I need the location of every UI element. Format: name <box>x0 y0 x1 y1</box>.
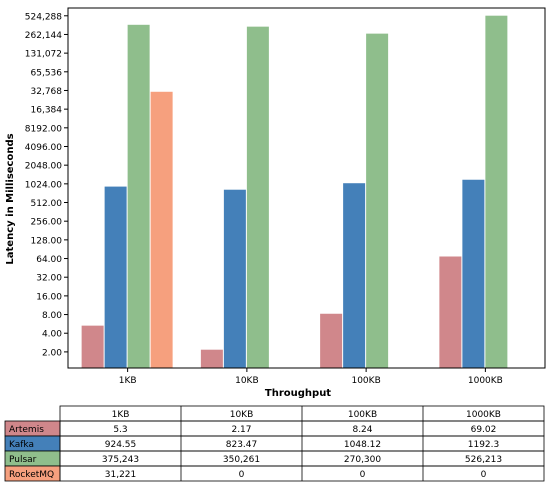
axes: 2.00 4.00 8.00 16.00 32.00 64.00 128.00 256.00 5… <box>25 7 546 386</box>
table-row-label: RocketMQ <box>9 470 54 480</box>
bar-pulsar-1kb <box>127 24 150 369</box>
plot-frame <box>67 7 546 369</box>
bar-kafka-1kb <box>104 186 127 368</box>
y-tick-label: 4.00 <box>42 330 62 340</box>
y-tick-label: 65,536 <box>31 68 63 78</box>
bar-kafka-10kb <box>223 189 246 368</box>
table-cell: 8.24 <box>352 425 372 435</box>
y-tick-label: 4096.00 <box>25 143 62 153</box>
table-row-label: Artemis <box>9 425 44 435</box>
bar-pulsar-10kb <box>246 26 269 368</box>
table-cell: 924.55 <box>105 440 137 450</box>
bar-artemis-100kb <box>320 313 343 368</box>
bar-kafka-100kb <box>343 183 366 368</box>
bar-pulsar-1000kb <box>485 15 508 369</box>
y-tick-label: 64.00 <box>36 255 62 265</box>
table-cell: 270,300 <box>344 455 381 465</box>
plot-area <box>81 15 508 369</box>
y-tick-label: 16,384 <box>31 106 63 116</box>
y-tick-label: 128.00 <box>31 236 63 246</box>
y-tick-label: 512.00 <box>31 199 63 209</box>
table-header-cell: 1000KB <box>466 410 501 420</box>
bar-artemis-1kb <box>81 325 104 368</box>
y-axis-label: Latency in Milliseconds <box>5 133 16 264</box>
x-tick-label: 10KB <box>235 376 259 386</box>
x-tick-label: 1KB <box>119 376 137 386</box>
y-tick-label: 262,144 <box>25 31 62 41</box>
table-cell: 350,261 <box>223 455 260 465</box>
bar-rocketmq-1kb <box>150 91 173 368</box>
table-cell: 375,243 <box>102 455 139 465</box>
table-cell: 0 <box>481 470 487 480</box>
x-tick-label: 1000KB <box>468 376 503 386</box>
y-tick-label: 1024.00 <box>25 180 62 190</box>
table-row-label: Pulsar <box>9 455 37 465</box>
y-tick-label: 32.00 <box>36 274 62 284</box>
table-cell: 0 <box>360 470 366 480</box>
table-cell: 1192.3 <box>468 440 500 450</box>
table-cell: 1048.12 <box>344 440 381 450</box>
table-cell: 526,213 <box>465 455 502 465</box>
y-tick-label: 16.00 <box>36 292 62 302</box>
table-row <box>59 465 545 482</box>
x-axis-label: Throughput <box>265 388 331 399</box>
bar-kafka-1000kb <box>462 179 485 368</box>
table-row-label: Kafka <box>9 440 34 450</box>
table-cell: 5.3 <box>113 425 127 435</box>
y-tick-label: 524,288 <box>25 12 62 22</box>
table-header-cell: 100KB <box>348 410 377 420</box>
y-tick-label: 2.00 <box>42 348 62 358</box>
table-header-cell: 1KB <box>112 410 130 420</box>
table-cell: 69.02 <box>471 425 497 435</box>
y-tick-label: 8192.00 <box>25 124 62 134</box>
table-cell: 823.47 <box>226 440 258 450</box>
bar-pulsar-100kb <box>366 33 389 368</box>
y-tick-label: 2048.00 <box>25 162 62 172</box>
table-cell: 2.17 <box>231 425 251 435</box>
bar-artemis-10kb <box>200 349 223 368</box>
table-header-cell: 10KB <box>230 410 254 420</box>
x-tick-label: 100KB <box>351 376 380 386</box>
y-tick-label: 131,072 <box>25 50 62 60</box>
y-tick-label: 8.00 <box>42 311 62 321</box>
y-tick-label: 32,768 <box>31 87 63 97</box>
y-tick-label: 256.00 <box>31 218 63 228</box>
table-cell: 0 <box>239 470 245 480</box>
bar-artemis-1000kb <box>439 256 462 368</box>
table-cell: 31,221 <box>105 470 137 480</box>
data-table: 1KB 10KB 100KB 1000KB Artemis 5.3 2.17 8.24 69.0… <box>4 405 545 482</box>
